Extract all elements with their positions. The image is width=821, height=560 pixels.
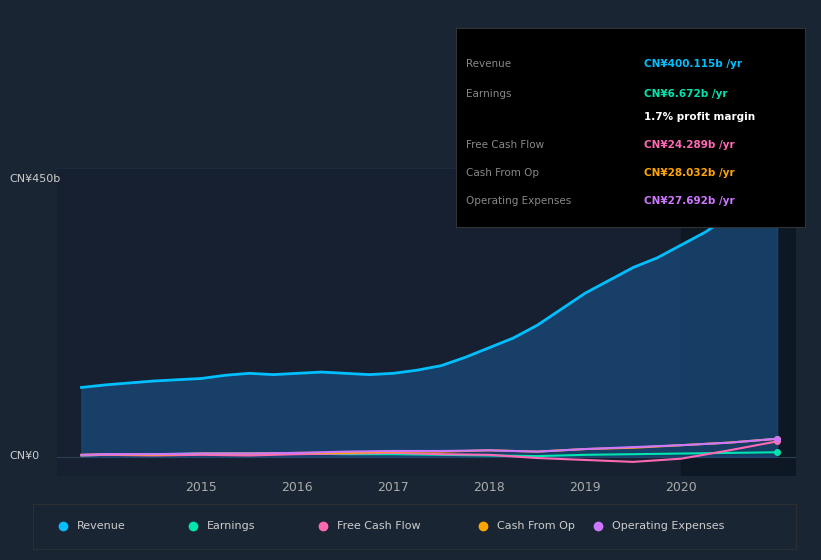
Text: Earnings: Earnings <box>466 88 511 99</box>
Text: Free Cash Flow: Free Cash Flow <box>466 141 544 150</box>
Text: Operating Expenses: Operating Expenses <box>466 196 571 206</box>
Text: CN¥28.032b /yr: CN¥28.032b /yr <box>644 168 735 178</box>
Text: Cash From Op: Cash From Op <box>497 521 575 531</box>
Text: 1.7% profit margin: 1.7% profit margin <box>644 113 755 123</box>
Text: CN¥0: CN¥0 <box>10 451 39 460</box>
Text: CN¥24.289b /yr: CN¥24.289b /yr <box>644 141 735 150</box>
Text: CN¥450b: CN¥450b <box>10 174 61 184</box>
Text: CN¥6.672b /yr: CN¥6.672b /yr <box>644 88 727 99</box>
Text: CN¥400.115b /yr: CN¥400.115b /yr <box>644 59 742 69</box>
Text: Operating Expenses: Operating Expenses <box>612 521 724 531</box>
Text: Revenue: Revenue <box>466 59 511 69</box>
Bar <box>681 168 796 476</box>
Text: Earnings: Earnings <box>207 521 255 531</box>
Text: CN¥27.692b /yr: CN¥27.692b /yr <box>644 196 735 206</box>
Text: Free Cash Flow: Free Cash Flow <box>337 521 420 531</box>
Text: Revenue: Revenue <box>77 521 126 531</box>
Text: Cash From Op: Cash From Op <box>466 168 539 178</box>
